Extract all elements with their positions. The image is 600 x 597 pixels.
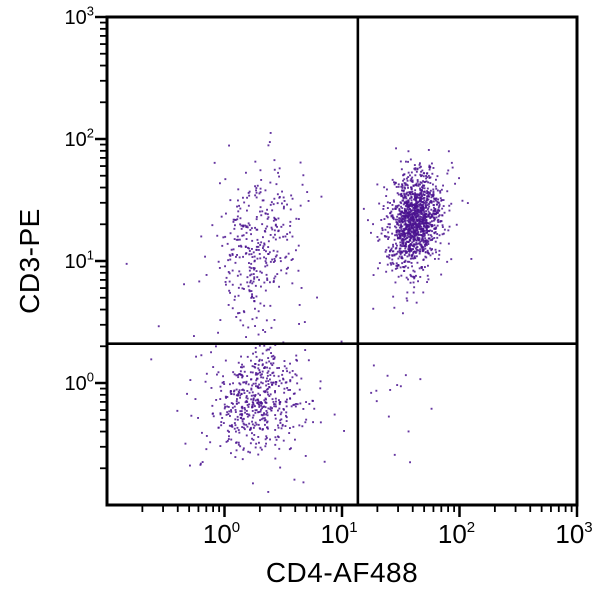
axis-ticks xyxy=(95,15,579,517)
x-tick-label-10e2: 102 xyxy=(438,519,475,549)
population-cd3-pos-cd4-neg-upper-left xyxy=(198,132,310,334)
population-double-negative-lower-left-core xyxy=(194,326,314,469)
x-tick-label-10e0: 100 xyxy=(203,519,240,549)
population-double-negative-lower-left-halo xyxy=(176,280,375,493)
x-tick-label-10e3: 103 xyxy=(555,519,592,549)
y-tick-label-10e1: 101 xyxy=(65,248,94,273)
x-axis-title: CD4-AF488 xyxy=(265,557,419,588)
population-cd3-pos-cd4-pos-core-upper-right xyxy=(377,149,458,300)
population-lower-right-sparse-events xyxy=(370,374,433,464)
plot-border xyxy=(105,15,579,507)
y-axis-title: CD3-PE xyxy=(14,208,45,314)
scatter-points xyxy=(125,132,473,493)
population-background-debris xyxy=(125,195,345,467)
y-tick-label-10e2: 102 xyxy=(65,126,94,151)
y-tick-label-10e3: 103 xyxy=(65,4,94,29)
x-tick-label-10e1: 101 xyxy=(320,519,357,549)
y-tick-label-10e0: 100 xyxy=(65,370,94,395)
population-cd3-pos-cd4-pos-halo xyxy=(356,147,473,315)
